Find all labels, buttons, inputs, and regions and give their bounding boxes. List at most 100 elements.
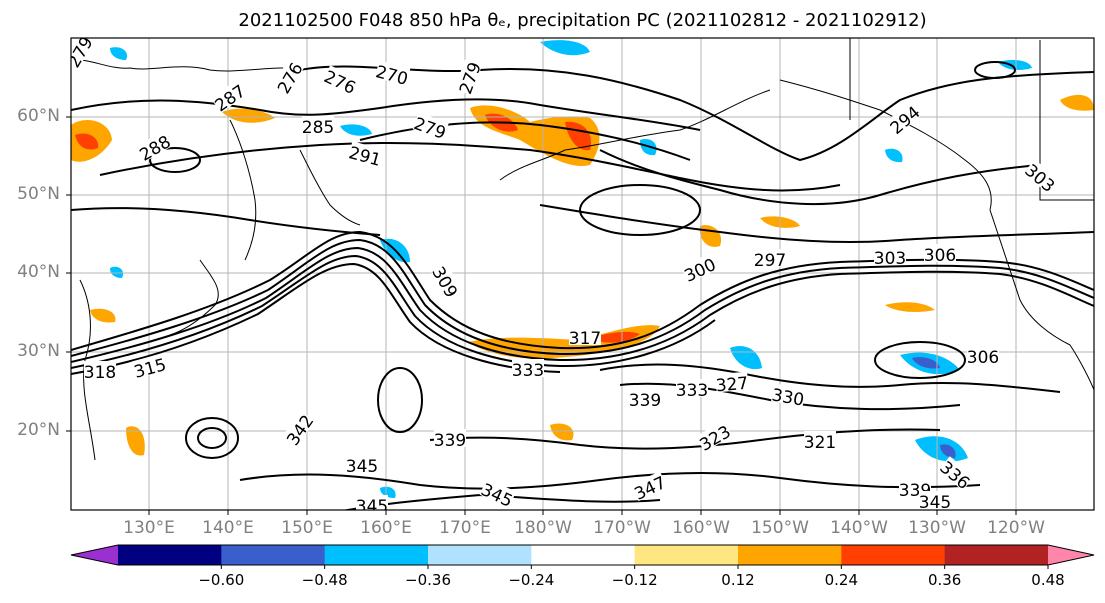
strong-precip-area: [75, 133, 99, 150]
positive-precip-area: [550, 423, 574, 441]
contour-label: 339: [629, 391, 661, 411]
colorbar-tick-label: −0.60: [198, 571, 244, 589]
contour-label: 306: [967, 348, 999, 368]
negative-precip-area: [540, 40, 590, 56]
contour-label-bg: [771, 383, 806, 407]
lat-label-20n: 20°N: [17, 420, 60, 440]
contour-label: 333: [512, 361, 544, 381]
contour-label-bg: [479, 478, 517, 509]
colorbar-segment: [841, 545, 946, 565]
contour-label-bg: [885, 101, 922, 136]
contour-label-bg: [680, 253, 718, 284]
lat-label-60n: 60°N: [17, 106, 60, 126]
colorbar-tick-label: 0.48: [1031, 571, 1064, 589]
contour-label: 345: [356, 497, 388, 517]
colorbar-segment: [634, 545, 739, 565]
lon-label-150w: 150°W: [751, 518, 809, 538]
contour-label-bg: [630, 471, 668, 502]
strong-precip-area: [590, 331, 640, 343]
contour-label-bg: [924, 244, 956, 262]
lon-label-130w: 130°W: [908, 518, 966, 538]
contour-label-bg: [629, 389, 661, 407]
lon-label-140e: 140°E: [202, 518, 254, 538]
colorbar-tick-label: −0.48: [302, 571, 348, 589]
contour-label-bg: [374, 60, 411, 86]
colorbar-tick-label: 0.24: [825, 571, 858, 589]
colorbar-extend-left: [71, 545, 118, 565]
contour-label-bg: [346, 455, 378, 473]
colorbar-outline: [70, 544, 1095, 566]
negative-precip-area: [380, 486, 396, 498]
contour-label-bg: [272, 58, 305, 96]
contour-label-bg: [434, 429, 466, 447]
contour-label: 321: [804, 433, 836, 453]
colorbar: −0.60 −0.48 −0.36 −0.24 −0.12 0.12 0.24 0.36 0.4…: [70, 544, 1095, 589]
lon-label-160w: 160°W: [672, 518, 730, 538]
contour-label-bg: [131, 353, 168, 379]
contour-label: 303: [874, 249, 906, 269]
contour-label: 339: [434, 431, 466, 451]
colorbar-tick-label: 0.36: [928, 571, 961, 589]
contour-label-bg: [695, 420, 733, 453]
contour-label: 285: [302, 118, 334, 138]
contour-label-bg: [967, 346, 999, 364]
colorbar-extend-right: [1048, 545, 1094, 565]
positive-precip-area: [222, 108, 275, 123]
contour-label-bg: [84, 361, 116, 379]
colorbar-segment: [531, 545, 636, 565]
positive-precip-area: [885, 302, 935, 313]
map-border: [70, 37, 1095, 511]
colorbar-tick-label: 0.12: [721, 571, 754, 589]
negative-precip-area: [340, 124, 372, 136]
coastlines: [71, 38, 1094, 461]
contour-label-bg: [454, 59, 483, 96]
colorbar-tick-label: −0.12: [612, 571, 658, 589]
contour-label-bg: [135, 130, 173, 163]
negative-precip-area: [110, 266, 124, 278]
positive-precip-area: [90, 308, 116, 323]
lon-label-160e: 160°E: [360, 518, 412, 538]
contour-label-bg: [302, 116, 334, 134]
theta-e-contours: [71, 61, 1094, 510]
negative-precip-area: [885, 148, 903, 163]
contour-label: 317: [569, 329, 601, 349]
contour-label-bg: [715, 371, 749, 393]
contour-label-bg: [356, 495, 388, 510]
lon-label-170w: 170°W: [593, 518, 651, 538]
negative-precip-area: [110, 47, 128, 60]
axis-ticks: [66, 116, 1017, 515]
contour-label-bg: [430, 262, 463, 300]
lat-label-50n: 50°N: [17, 184, 60, 204]
lon-label-170e: 170°E: [439, 518, 491, 538]
colorbar-segment: [118, 545, 222, 565]
positive-precip-area: [126, 426, 145, 456]
contour-label-bg: [322, 65, 360, 96]
contour-label-bg: [874, 247, 906, 265]
map-title: 2021102500 F048 850 hPa θₑ, precipitatio…: [238, 10, 927, 31]
contour-label-bg: [804, 431, 836, 449]
contour-label-bg: [754, 249, 786, 267]
contour-label-bg: [281, 410, 315, 448]
lon-label-120w: 120°W: [987, 518, 1045, 538]
contour-label-bg: [512, 359, 544, 377]
contour-label: 297: [754, 251, 786, 271]
contour-label-bg: [919, 491, 951, 509]
contour-label-bg: [938, 456, 975, 491]
colorbar-segment: [428, 545, 532, 565]
colorbar-segment: [221, 545, 326, 565]
contour-label: 345: [346, 457, 378, 477]
strong-negative-precip-area: [940, 444, 956, 458]
colorbar-tick-label: −0.36: [405, 571, 451, 589]
lon-label-180w: 180°W: [514, 518, 572, 538]
contour-label: 306: [924, 246, 956, 266]
graticule: [71, 38, 1094, 510]
contour-label: 345: [919, 493, 951, 513]
contour-label: 333: [676, 381, 708, 401]
contour-label-bg: [412, 112, 449, 141]
colorbar-segment: [944, 545, 1049, 565]
lon-label-150e: 150°E: [281, 518, 333, 538]
lon-label-140w: 140°W: [830, 518, 888, 538]
contour-label-bg: [1023, 159, 1060, 194]
